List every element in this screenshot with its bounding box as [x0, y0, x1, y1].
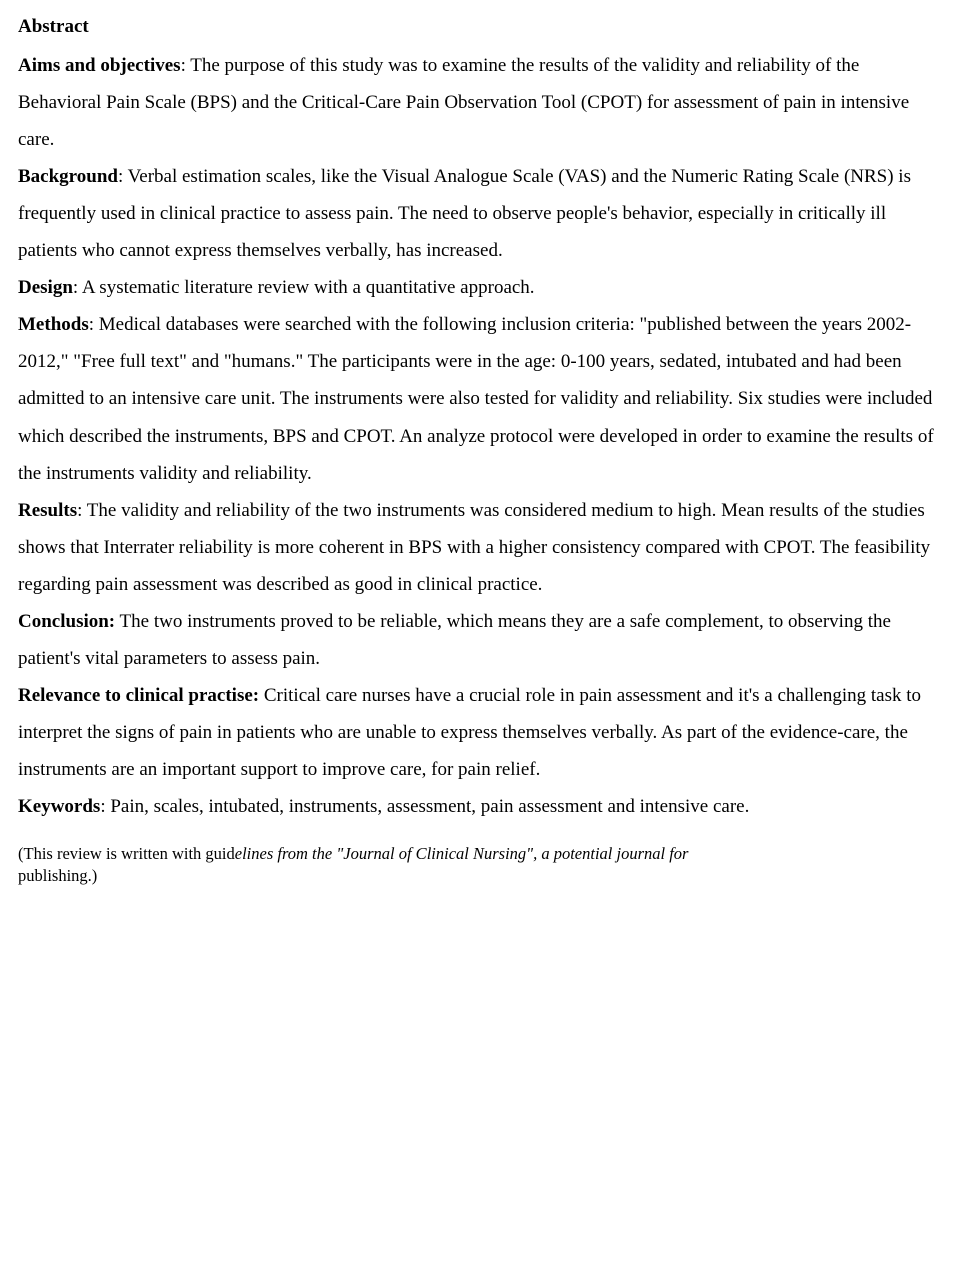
keywords-label: Keywords — [18, 796, 100, 817]
abstract-title: Abstract — [18, 8, 942, 45]
keywords-text: : Pain, scales, intubated, instruments, … — [100, 796, 749, 817]
footnote-part2: elines from the "Journal of Clinical Nur… — [235, 844, 689, 863]
footnote: (This review is written with guidelines … — [18, 843, 942, 888]
methods-text: : Medical databases were searched with t… — [18, 314, 934, 483]
background-label: Background — [18, 166, 118, 187]
abstract-body: Aims and objectives: The purpose of this… — [18, 47, 942, 825]
footnote-part3: publishing.) — [18, 866, 97, 885]
design-label: Design — [18, 277, 73, 298]
conclusion-label: Conclusion: — [18, 611, 115, 632]
design-text: : A systematic literature review with a … — [73, 277, 535, 298]
results-label: Results — [18, 500, 77, 521]
footnote-part1: (This review is written with guid — [18, 844, 235, 863]
aims-label: Aims and objectives — [18, 55, 181, 76]
relevance-label: Relevance to clinical practise: — [18, 685, 259, 706]
methods-label: Methods — [18, 314, 89, 335]
results-text: : The validity and reliability of the tw… — [18, 500, 930, 595]
conclusion-text: The two instruments proved to be reliabl… — [18, 611, 891, 669]
background-text: : Verbal estimation scales, like the Vis… — [18, 166, 911, 261]
